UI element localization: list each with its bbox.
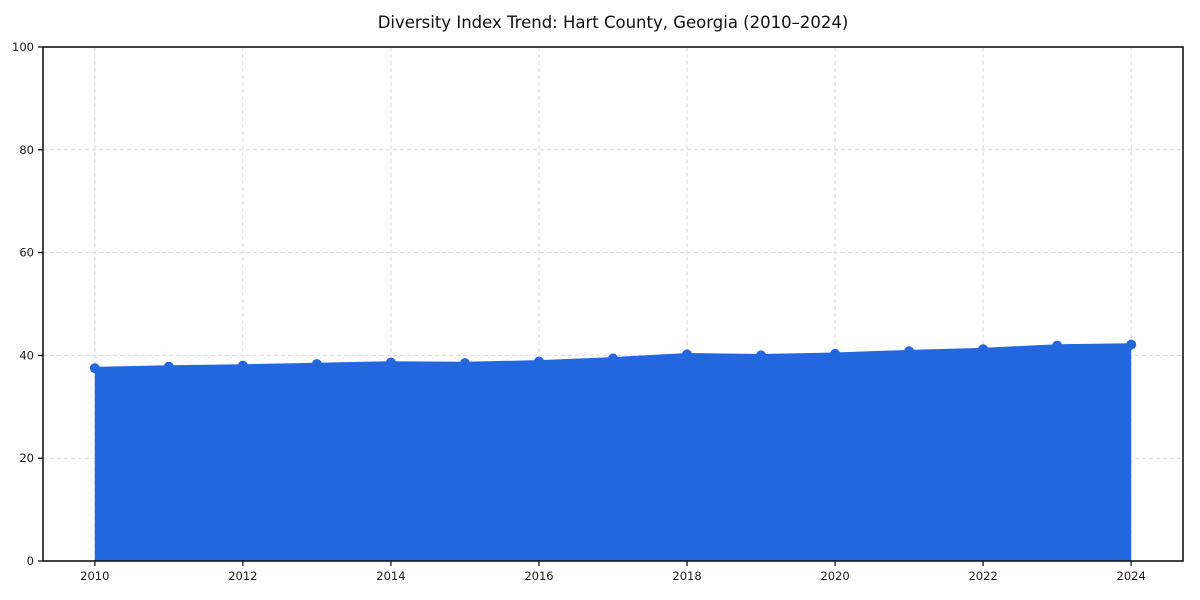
data-point-2011 — [163, 361, 174, 372]
data-point-2019 — [756, 350, 767, 361]
x-tick-label-2024: 2024 — [1117, 569, 1146, 583]
y-tick-label-0: 0 — [27, 554, 34, 568]
x-tick-label-2012: 2012 — [228, 569, 257, 583]
y-tick-label-60: 60 — [19, 246, 34, 260]
data-point-2022 — [978, 344, 989, 355]
data-point-2024 — [1126, 339, 1137, 350]
y-tick-label-100: 100 — [12, 40, 34, 54]
series-area-fill — [94, 344, 1132, 561]
x-tick-label-2014: 2014 — [376, 569, 405, 583]
data-point-2017 — [608, 353, 618, 364]
data-point-2021 — [904, 346, 915, 357]
x-tick-label-2010: 2010 — [80, 569, 109, 583]
data-point-2013 — [311, 359, 322, 370]
data-point-2014 — [385, 357, 396, 368]
x-tick-label-2016: 2016 — [524, 569, 553, 583]
data-point-2018 — [682, 349, 693, 360]
x-tick-label-2020: 2020 — [820, 569, 849, 583]
chart-title: Diversity Index Trend: Hart County, Geor… — [377, 13, 849, 32]
data-point-2012 — [237, 360, 248, 371]
plot-border — [42, 46, 1184, 562]
data-point-2020 — [830, 348, 841, 359]
data-point-2010 — [89, 363, 100, 374]
data-point-2016 — [533, 356, 544, 367]
y-tick-label-80: 80 — [19, 143, 34, 157]
y-tick-label-20: 20 — [19, 451, 34, 465]
x-tick-label-2018: 2018 — [672, 569, 701, 583]
x-tick-label-2022: 2022 — [968, 569, 997, 583]
data-point-2015 — [459, 358, 470, 369]
data-point-2023 — [1052, 340, 1063, 351]
y-tick-label-40: 40 — [19, 348, 34, 362]
